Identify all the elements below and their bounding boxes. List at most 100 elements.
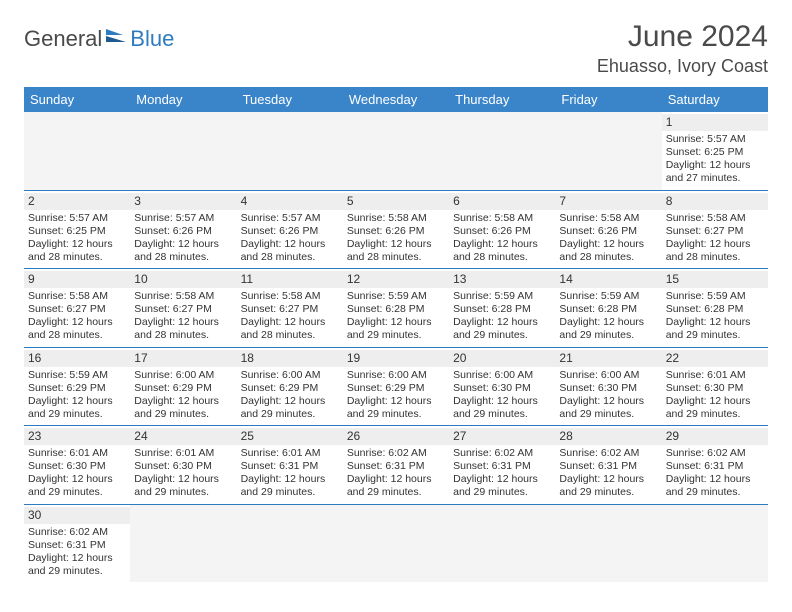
day-number: 25 — [237, 428, 343, 445]
calendar-day-cell: 19Sunrise: 6:00 AMSunset: 6:29 PMDayligh… — [343, 347, 449, 426]
sunrise-text: Sunrise: 5:59 AM — [559, 290, 657, 303]
day-number: 11 — [237, 271, 343, 288]
calendar-page: General Blue June 2024 Ehuasso, Ivory Co… — [0, 0, 792, 602]
calendar-day-cell: 17 Sunrise: 6:00 AMSunset: 6:29 PMDayligh… — [130, 347, 236, 426]
sunrise-text: Sunrise: 5:58 AM — [453, 212, 551, 225]
day-number: 15 — [662, 271, 768, 288]
calendar-empty-cell — [343, 504, 449, 582]
month-title: June 2024 — [597, 20, 768, 54]
daylight-text: Daylight: 12 hours and 29 minutes. — [666, 473, 764, 499]
calendar-week-row: 1 Sunrise: 5:57 AMSunset: 6:25 PMDaylight… — [24, 112, 768, 190]
logo-text-general: General — [24, 26, 102, 52]
sunset-text: Sunset: 6:31 PM — [28, 539, 126, 552]
day-number: 4 — [237, 193, 343, 210]
day-number: 1 — [662, 114, 768, 131]
daylight-text: Daylight: 12 hours and 29 minutes. — [666, 316, 764, 342]
daylight-text: Daylight: 12 hours and 28 minutes. — [28, 316, 126, 342]
day-number: 23 — [24, 428, 130, 445]
day-number: 18 — [237, 350, 343, 367]
daylight-text: Daylight: 12 hours and 28 minutes. — [559, 238, 657, 264]
sunset-text: Sunset: 6:30 PM — [134, 460, 232, 473]
daylight-text: Daylight: 12 hours and 28 minutes. — [453, 238, 551, 264]
daylight-text: Daylight: 12 hours and 29 minutes. — [241, 395, 339, 421]
sunrise-text: Sunrise: 6:02 AM — [666, 447, 764, 460]
day-number: 22 — [662, 350, 768, 367]
sunset-text: Sunset: 6:25 PM — [666, 146, 764, 159]
calendar-day-cell: 11Sunrise: 5:58 AMSunset: 6:27 PMDayligh… — [237, 269, 343, 348]
sunset-text: Sunset: 6:29 PM — [28, 382, 126, 395]
calendar-day-cell: 16Sunrise: 5:59 AMSunset: 6:29 PMDayligh… — [24, 347, 130, 426]
title-block: June 2024 Ehuasso, Ivory Coast — [597, 20, 768, 77]
sunrise-text: Sunrise: 6:01 AM — [134, 447, 232, 460]
calendar-day-cell: 28Sunrise: 6:02 AMSunset: 6:31 PMDayligh… — [555, 426, 661, 505]
day-number: 27 — [449, 428, 555, 445]
daylight-text: Daylight: 12 hours and 29 minutes. — [559, 395, 657, 421]
calendar-week-row: 30Sunrise: 6:02 AMSunset: 6:31 PMDayligh… — [24, 504, 768, 582]
sunset-text: Sunset: 6:28 PM — [666, 303, 764, 316]
daylight-text: Daylight: 12 hours and 27 minutes. — [666, 159, 764, 185]
sunrise-text: Sunrise: 6:01 AM — [241, 447, 339, 460]
sunrise-text: Sunrise: 6:00 AM — [559, 369, 657, 382]
day-number: 26 — [343, 428, 449, 445]
day-number: 5 — [343, 193, 449, 210]
calendar-week-row: 16Sunrise: 5:59 AMSunset: 6:29 PMDayligh… — [24, 347, 768, 426]
calendar-day-cell: 21Sunrise: 6:00 AMSunset: 6:30 PMDayligh… — [555, 347, 661, 426]
sunset-text: Sunset: 6:26 PM — [134, 225, 232, 238]
day-number: 16 — [24, 350, 130, 367]
sunset-text: Sunset: 6:28 PM — [453, 303, 551, 316]
calendar-day-cell: 24Sunrise: 6:01 AMSunset: 6:30 PMDayligh… — [130, 426, 236, 505]
sunrise-text: Sunrise: 6:00 AM — [241, 369, 339, 382]
calendar-week-row: 9Sunrise: 5:58 AMSunset: 6:27 PMDaylight… — [24, 269, 768, 348]
sunrise-text: Sunrise: 5:59 AM — [666, 290, 764, 303]
sunrise-text: Sunrise: 6:00 AM — [347, 369, 445, 382]
logo: General Blue — [24, 26, 174, 52]
day-number: 24 — [130, 428, 236, 445]
day-number: 21 — [555, 350, 661, 367]
calendar-empty-cell — [555, 504, 661, 582]
sunset-text: Sunset: 6:27 PM — [28, 303, 126, 316]
daylight-text: Daylight: 12 hours and 28 minutes. — [666, 238, 764, 264]
sunset-text: Sunset: 6:28 PM — [347, 303, 445, 316]
daylight-text: Daylight: 12 hours and 28 minutes. — [347, 238, 445, 264]
sunset-text: Sunset: 6:30 PM — [666, 382, 764, 395]
daylight-text: Daylight: 12 hours and 29 minutes. — [453, 395, 551, 421]
weekday-header: Thursday — [449, 87, 555, 112]
daylight-text: Daylight: 12 hours and 29 minutes. — [28, 395, 126, 421]
calendar-day-cell: 5Sunrise: 5:58 AMSunset: 6:26 PMDaylight… — [343, 190, 449, 269]
calendar-empty-cell — [343, 112, 449, 190]
calendar-day-cell: 27Sunrise: 6:02 AMSunset: 6:31 PMDayligh… — [449, 426, 555, 505]
day-number: 28 — [555, 428, 661, 445]
calendar-day-cell: 10Sunrise: 5:58 AMSunset: 6:27 PMDayligh… — [130, 269, 236, 348]
sunset-text: Sunset: 6:27 PM — [241, 303, 339, 316]
sunset-text: Sunset: 6:26 PM — [241, 225, 339, 238]
calendar-day-cell: 12Sunrise: 5:59 AMSunset: 6:28 PMDayligh… — [343, 269, 449, 348]
sunrise-text: Sunrise: 5:58 AM — [134, 290, 232, 303]
sunset-text: Sunset: 6:27 PM — [134, 303, 232, 316]
daylight-text: Daylight: 12 hours and 28 minutes. — [241, 316, 339, 342]
daylight-text: Daylight: 12 hours and 28 minutes. — [241, 238, 339, 264]
daylight-text: Daylight: 12 hours and 28 minutes. — [134, 316, 232, 342]
calendar-day-cell: 15 Sunrise: 5:59 AMSunset: 6:28 PMDayligh… — [662, 269, 768, 348]
day-number: 29 — [662, 428, 768, 445]
sunset-text: Sunset: 6:29 PM — [134, 382, 232, 395]
day-number: 17 — [130, 350, 236, 367]
sunrise-text: Sunrise: 6:02 AM — [347, 447, 445, 460]
sunset-text: Sunset: 6:31 PM — [559, 460, 657, 473]
sunset-text: Sunset: 6:26 PM — [347, 225, 445, 238]
day-number: 14 — [555, 271, 661, 288]
daylight-text: Daylight: 12 hours and 29 minutes. — [134, 395, 232, 421]
sunrise-text: Sunrise: 6:00 AM — [134, 369, 232, 382]
sunrise-text: Sunrise: 5:58 AM — [666, 212, 764, 225]
sunrise-text: Sunrise: 5:58 AM — [28, 290, 126, 303]
sunrise-text: Sunrise: 5:57 AM — [666, 133, 764, 146]
daylight-text: Daylight: 12 hours and 29 minutes. — [347, 395, 445, 421]
sunset-text: Sunset: 6:31 PM — [666, 460, 764, 473]
calendar-day-cell: 8Sunrise: 5:58 AMSunset: 6:27 PMDaylight… — [662, 190, 768, 269]
calendar-day-cell: 13Sunrise: 5:59 AMSunset: 6:28 PMDayligh… — [449, 269, 555, 348]
sunrise-text: Sunrise: 6:01 AM — [666, 369, 764, 382]
day-number: 9 — [24, 271, 130, 288]
weekday-header-row: SundayMondayTuesdayWednesdayThursdayFrid… — [24, 87, 768, 112]
calendar-empty-cell — [130, 112, 236, 190]
sunset-text: Sunset: 6:31 PM — [347, 460, 445, 473]
calendar-day-cell: 30Sunrise: 6:02 AMSunset: 6:31 PMDayligh… — [24, 504, 130, 582]
